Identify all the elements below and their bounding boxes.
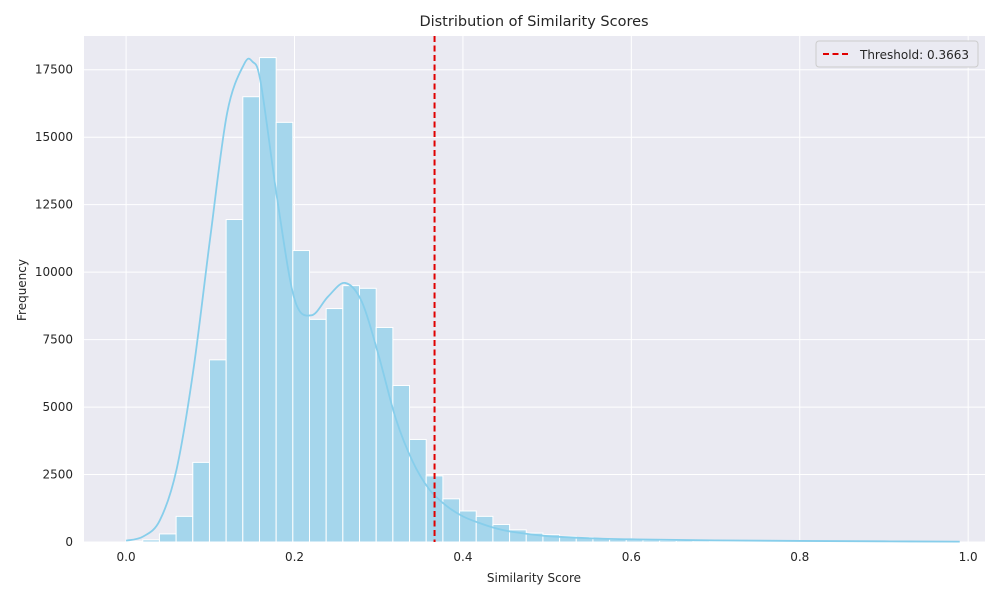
y-tick-label: 15000 bbox=[35, 130, 73, 144]
kde-curve bbox=[125, 57, 960, 543]
x-tick-label: 0.4 bbox=[453, 550, 472, 564]
x-tick-label: 0.6 bbox=[622, 550, 641, 564]
legend: Threshold: 0.3663 bbox=[815, 40, 979, 68]
x-axis-label: Similarity Score bbox=[487, 571, 581, 585]
histogram-bar bbox=[309, 318, 327, 543]
histogram-bar bbox=[342, 285, 361, 543]
x-tick-label: 0.8 bbox=[790, 550, 809, 564]
chart-title: Distribution of Similarity Scores bbox=[419, 14, 648, 30]
y-tick-label: 7500 bbox=[42, 333, 73, 347]
histogram-bar bbox=[192, 461, 210, 543]
histogram-bar bbox=[359, 287, 377, 543]
y-tick-label: 5000 bbox=[42, 400, 73, 414]
histogram-bar bbox=[158, 533, 177, 543]
histogram-bar bbox=[275, 121, 294, 543]
legend-threshold-label: Threshold: 0.3663 bbox=[859, 48, 969, 62]
histogram-bar bbox=[475, 515, 494, 543]
histogram-bar bbox=[142, 539, 160, 543]
histogram-bar bbox=[492, 523, 511, 543]
x-tick-label: 0.0 bbox=[117, 550, 136, 564]
histogram-bar bbox=[208, 359, 227, 543]
y-tick-label: 2500 bbox=[42, 468, 73, 482]
y-tick-label: 10000 bbox=[35, 265, 73, 279]
y-tick-label: 12500 bbox=[35, 198, 73, 212]
histogram-bar bbox=[175, 515, 194, 543]
histogram-bar bbox=[242, 96, 260, 543]
histogram-bar bbox=[225, 219, 244, 543]
legend-frame bbox=[815, 40, 979, 68]
y-axis-label: Frequency bbox=[15, 259, 29, 321]
histogram-bar bbox=[392, 384, 411, 543]
histogram-bar bbox=[375, 326, 394, 543]
histogram-bar bbox=[409, 438, 427, 543]
x-tick-label: 1.0 bbox=[959, 550, 978, 564]
x-tick-label: 0.2 bbox=[285, 550, 304, 564]
y-tick-label: 0 bbox=[65, 535, 73, 549]
y-tick-label: 17500 bbox=[35, 63, 73, 77]
histogram-bar bbox=[325, 308, 344, 543]
histogram-bar bbox=[125, 540, 144, 543]
histogram-bar bbox=[292, 250, 311, 543]
